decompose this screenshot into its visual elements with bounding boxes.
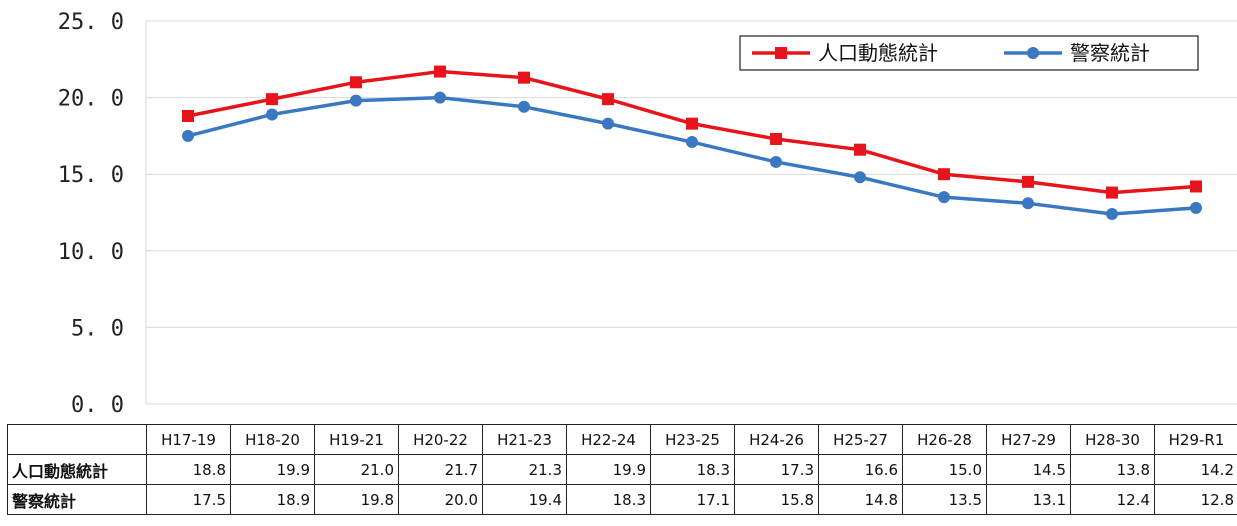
- data-point: [686, 117, 698, 130]
- table-cell: 19.8: [314, 484, 399, 515]
- table-header-cell: H28-30: [1070, 424, 1155, 455]
- table-header-cell: H17-19: [146, 424, 231, 455]
- table-cell: 14.5: [986, 454, 1071, 485]
- legend-marker: [775, 47, 787, 59]
- table-cell: 21.0: [314, 454, 399, 485]
- table-row: 警察統計 17.5 18.9 19.8 20.0 19.4 18.3 17.1 15.8 14.8…: [7, 484, 1237, 515]
- y-tick-label: 25. 0: [58, 10, 124, 35]
- table-cell: 17.3: [734, 454, 819, 485]
- table-header-cell: H24-26: [734, 424, 819, 455]
- data-point: [350, 94, 362, 107]
- y-axis-ticks: 0. 0 5. 0 10. 0 15. 0 20. 0 25. 0: [58, 10, 124, 418]
- data-point: [266, 108, 278, 121]
- series-2: [182, 91, 1202, 221]
- table-cell: 19.9: [230, 454, 315, 485]
- data-point: [854, 171, 866, 184]
- data-point: [1190, 201, 1202, 214]
- data-point: [518, 100, 530, 113]
- data-point: [518, 71, 530, 84]
- data-point: [938, 191, 950, 204]
- table-row-label: 人口動態統計: [7, 454, 147, 485]
- series-line: [187, 95, 1197, 216]
- table-header-cell: H22-24: [566, 424, 651, 455]
- data-point: [434, 65, 446, 78]
- table-header-cell: H23-25: [650, 424, 735, 455]
- table-cell: 15.0: [902, 454, 987, 485]
- table-header-cell: H29-R1: [1154, 424, 1237, 455]
- data-point: [1190, 180, 1202, 193]
- legend-box: [739, 35, 1199, 71]
- table-cell: 21.7: [398, 454, 483, 485]
- y-tick-label: 20. 0: [58, 87, 124, 112]
- y-tick-label: 10. 0: [58, 240, 124, 265]
- table-cell: 17.5: [146, 484, 231, 515]
- table-cell: 15.8: [734, 484, 819, 515]
- table-header-cell: H21-23: [482, 424, 567, 455]
- table-header-row: H17-19 H18-20 H19-21 H20-22 H21-23 H22-24 H23-…: [7, 424, 1237, 455]
- table-cell: 12.8: [1154, 484, 1237, 515]
- y-tick-label: 5. 0: [71, 316, 124, 341]
- data-point: [434, 91, 446, 104]
- table-cell: 19.4: [482, 484, 567, 515]
- table-header-cell: H20-22: [398, 424, 483, 455]
- table-cell: 20.0: [398, 484, 483, 515]
- data-point: [182, 129, 194, 142]
- data-point: [602, 117, 614, 130]
- gridlines: [145, 20, 1237, 405]
- data-point: [686, 136, 698, 149]
- table-cell: 18.3: [566, 484, 651, 515]
- data-point: [1022, 197, 1034, 210]
- table-cell: 13.5: [902, 484, 987, 515]
- table-cell: 17.1: [650, 484, 735, 515]
- table-cell: 18.3: [650, 454, 735, 485]
- data-point: [938, 168, 950, 181]
- data-point: [1106, 186, 1118, 199]
- table-cell: 21.3: [482, 454, 567, 485]
- table-header-cell: H26-28: [902, 424, 987, 455]
- table-cell: 12.4: [1070, 484, 1155, 515]
- legend-label: 人口動態統計: [818, 41, 938, 65]
- table-header-cell: H18-20: [230, 424, 315, 455]
- table-cell: 19.9: [566, 454, 651, 485]
- table-corner-cell: [7, 424, 147, 455]
- table-header-cell: H27-29: [986, 424, 1071, 455]
- table-row-label: 警察統計: [7, 484, 147, 515]
- table-cell: 18.9: [230, 484, 315, 515]
- table-header-cell: H25-27: [818, 424, 903, 455]
- data-point: [182, 109, 194, 122]
- legend: 人口動態統計 警察統計: [739, 35, 1199, 71]
- data-point: [854, 143, 866, 156]
- data-table: H17-19 H18-20 H19-21 H20-22 H21-23 H22-24 H23-…: [7, 424, 1237, 515]
- table-cell: 14.8: [818, 484, 903, 515]
- table-cell: 13.8: [1070, 454, 1155, 485]
- table-cell: 13.1: [986, 484, 1071, 515]
- legend-label: 警察統計: [1070, 41, 1150, 65]
- data-point: [350, 76, 362, 89]
- data-point: [602, 93, 614, 106]
- line-chart: 0. 0 5. 0 10. 0 15. 0 20. 0 25. 0 人口動態統計 警察統計: [58, 10, 1237, 418]
- table-row: 人口動態統計 18.8 19.9 21.0 21.7 21.3 19.9 18.3 17.3 16…: [7, 454, 1237, 485]
- legend-marker: [1027, 47, 1039, 59]
- y-tick-label: 15. 0: [58, 163, 124, 188]
- data-point: [770, 155, 782, 168]
- table-cell: 16.6: [818, 454, 903, 485]
- data-point: [770, 132, 782, 145]
- table-cell: 18.8: [146, 454, 231, 485]
- data-point: [266, 93, 278, 106]
- y-tick-label: 0. 0: [71, 393, 124, 418]
- data-point: [1106, 208, 1118, 221]
- series-layer: [182, 65, 1202, 221]
- series-1: [182, 65, 1202, 199]
- table-cell: 14.2: [1154, 454, 1237, 485]
- data-point: [1022, 175, 1034, 188]
- table-header-cell: H19-21: [314, 424, 399, 455]
